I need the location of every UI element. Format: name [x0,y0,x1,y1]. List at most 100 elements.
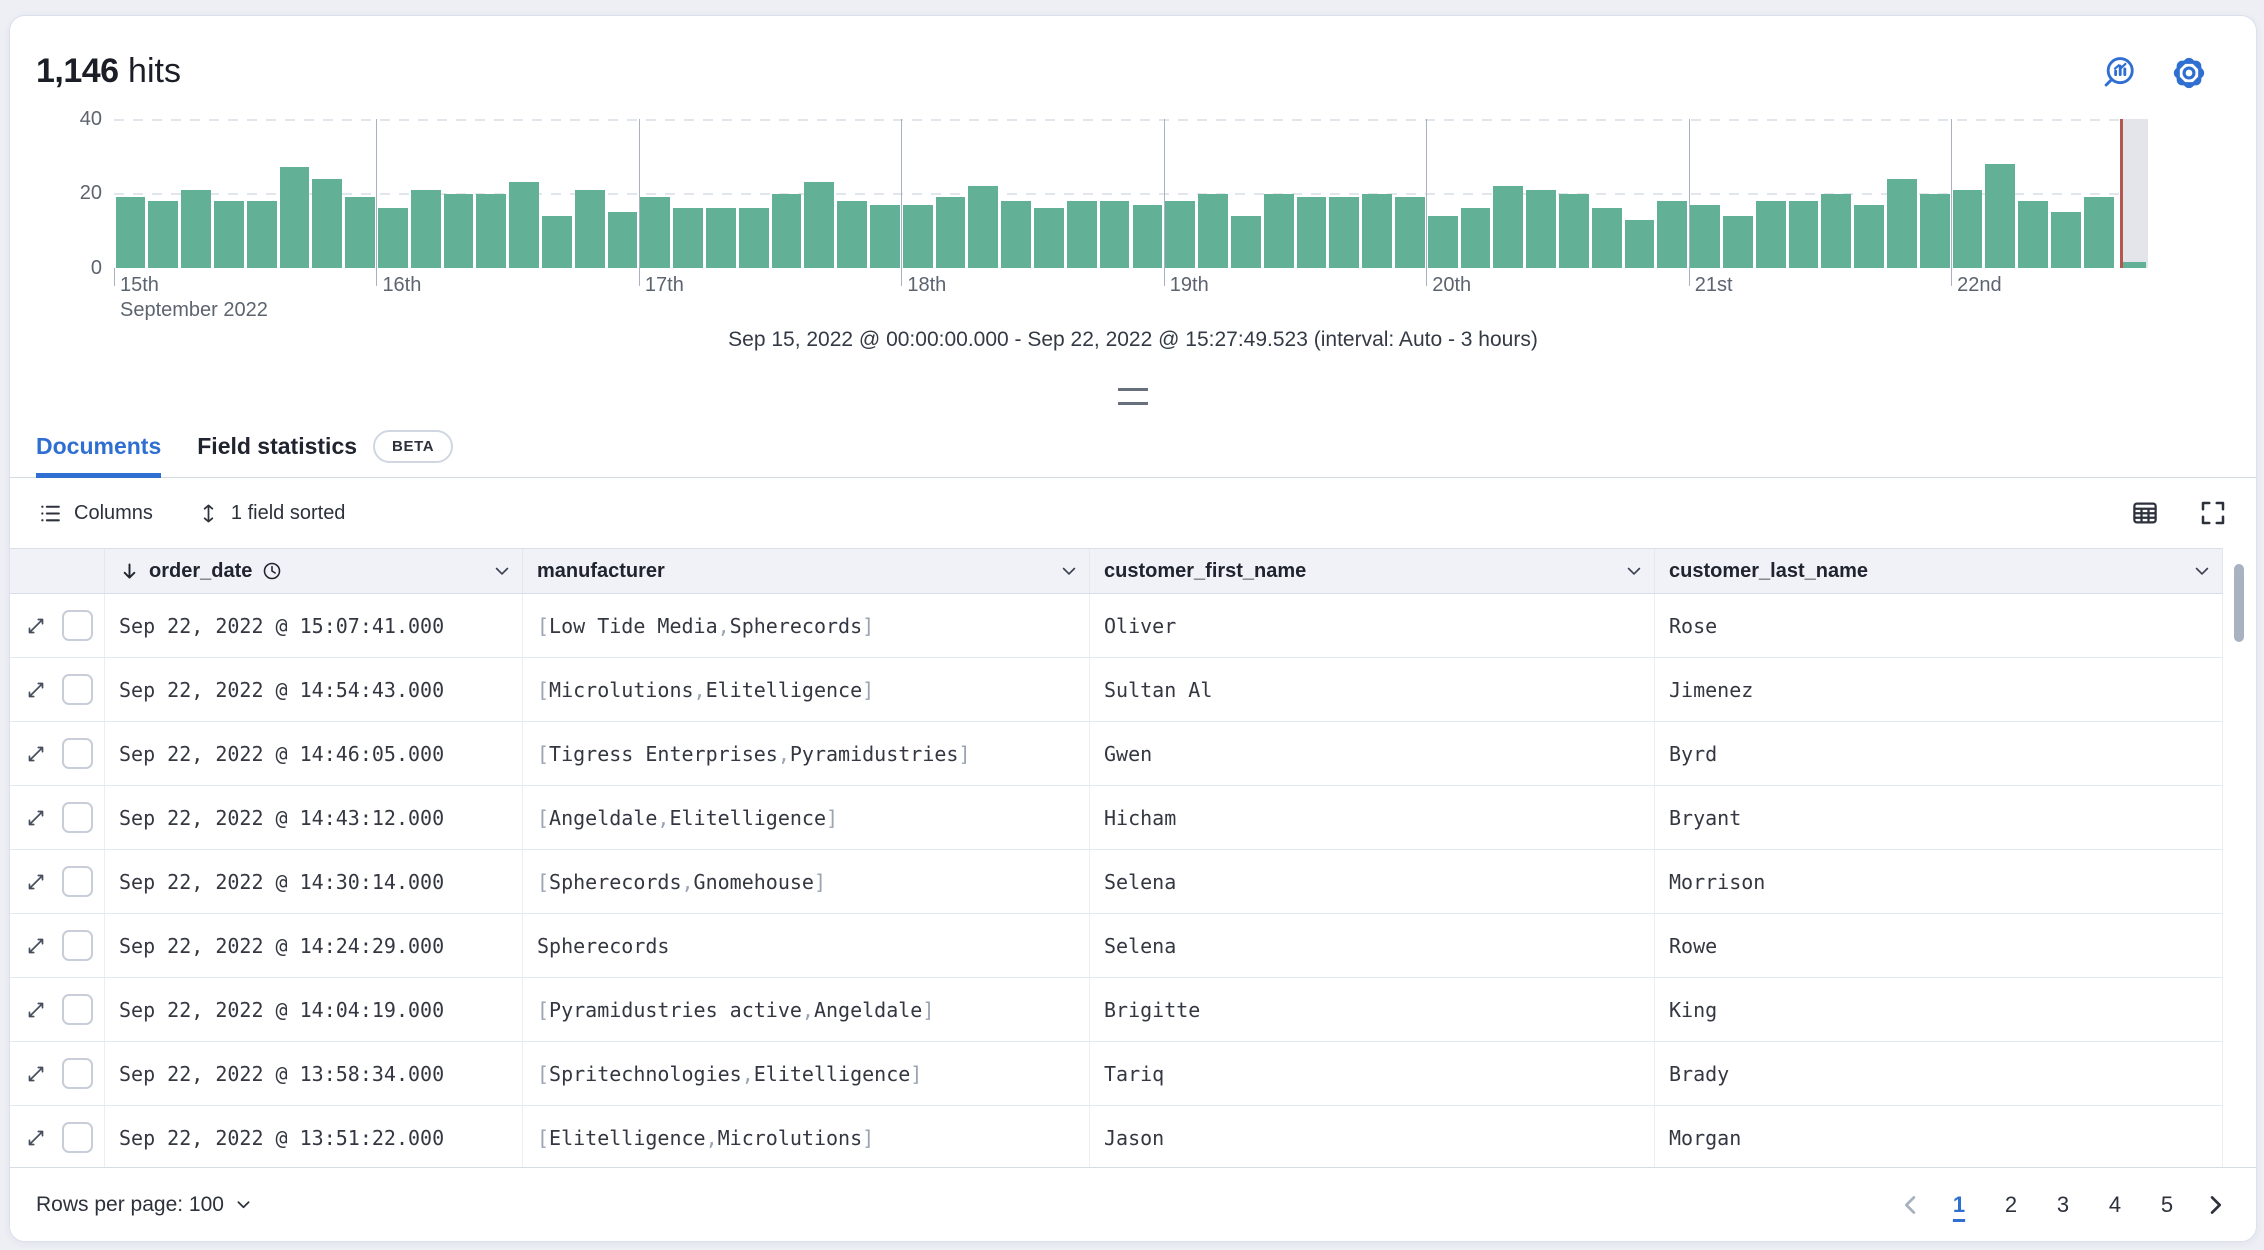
expand-row-icon[interactable] [24,1062,48,1086]
table-row: Sep 22, 2022 @ 14:43:12.000 [Angeldale, … [10,786,2223,850]
x-axis-label: 18th [907,274,947,296]
sort-icon [203,503,214,523]
rows-per-page-button[interactable]: Rows per page: 100 [36,1193,253,1217]
histogram-bar [1788,200,1819,268]
tab-field-statistics[interactable]: Field statistics BETA [197,416,454,477]
fullscreen-icon[interactable] [2198,498,2228,528]
expand-row-icon[interactable] [24,1126,48,1150]
row-checkbox[interactable] [62,674,93,705]
row-checkbox[interactable] [62,930,93,961]
row-control-cell [10,594,105,657]
next-page-icon[interactable] [2200,1190,2230,1220]
page-number-3[interactable]: 3 [2056,1191,2070,1217]
rows-per-page-label: Rows per page: 100 [36,1192,224,1216]
y-tick-label: 0 [90,257,102,279]
table-header-row: order_date manufacturer customer_first_n… [10,548,2223,594]
cell-customer-first-name: Brigitte [1090,978,1655,1041]
row-checkbox[interactable] [62,610,93,641]
expand-row-icon[interactable] [24,806,48,830]
partial-bucket-bar [2123,262,2146,268]
expand-row-icon[interactable] [24,678,48,702]
histogram-bar [870,204,900,268]
incomplete-bucket-band [2123,119,2148,268]
row-control-cell [10,722,105,785]
histogram-bar [2018,200,2049,268]
page-number-2[interactable]: 2 [2004,1191,2018,1217]
cell-order-date: Sep 22, 2022 @ 14:46:05.000 [105,722,523,785]
histogram-bar [2051,212,2081,268]
table-row: Sep 22, 2022 @ 13:51:22.000 [Elitelligen… [10,1106,2223,1167]
column-header-manufacturer[interactable]: manufacturer [523,549,1090,593]
histogram-bar [1657,200,1688,268]
histogram-bar [1001,200,1032,268]
histogram-bar [1952,189,1983,268]
sort-fields-button[interactable]: 1 field sorted [197,502,345,525]
tab-bar: Documents Field statistics BETA [10,416,2256,478]
cell-customer-last-name: Morrison [1655,850,2223,913]
cell-manufacturer: [Angeldale, Elitelligence] [523,786,1090,849]
row-checkbox[interactable] [62,994,93,1025]
cell-order-date: Sep 22, 2022 @ 13:58:34.000 [105,1042,523,1105]
display-options-icon[interactable] [2130,498,2160,528]
column-header-order-date[interactable]: order_date [105,549,523,593]
histogram-bar [345,197,375,268]
row-control-cell [10,1106,105,1167]
table-row: Sep 22, 2022 @ 14:54:43.000 [Microlution… [10,658,2223,722]
table-footer: Rows per page: 100 1 2 3 4 5 [10,1167,2256,1241]
list-icon [41,505,60,521]
row-checkbox[interactable] [62,1122,93,1153]
cell-customer-first-name: Jason [1090,1106,1655,1167]
histogram-bar [1362,193,1392,268]
x-axis-label: 22nd [1957,274,2002,296]
histogram-plot[interactable]: 40 20 0 September 2022 15th 16th 17th 18th 1… [80,108,2148,321]
tab-documents[interactable]: Documents [36,416,162,478]
day-gridline [638,119,640,286]
time-range-caption: Sep 15, 2022 @ 00:00:00.000 - Sep 22, 20… [728,328,1538,351]
expand-row-icon[interactable] [24,614,48,638]
histogram-bar [1198,193,1228,268]
histogram-bar [410,189,441,268]
vertical-scrollbar-thumb[interactable] [2234,564,2244,642]
row-checkbox[interactable] [62,866,93,897]
histogram-bar [181,189,211,268]
row-control-cell [10,1042,105,1105]
chevron-down-icon[interactable] [492,561,512,581]
expand-row-icon[interactable] [24,870,48,894]
inspect-icon[interactable] [2102,54,2140,92]
column-header-customer-last-name[interactable]: customer_last_name [1655,549,2223,593]
histogram-bar [1854,204,1885,268]
cell-customer-last-name: Rose [1655,594,2223,657]
row-checkbox[interactable] [62,1058,93,1089]
chevron-down-icon[interactable] [2192,561,2212,581]
page-number-5[interactable]: 5 [2160,1191,2174,1217]
chevron-down-icon[interactable] [1624,561,1644,581]
x-axis-label: 20th [1432,274,1472,296]
column-header-customer-first-name[interactable]: customer_first_name [1090,549,1655,593]
page-number-1[interactable]: 1 [1952,1191,1966,1217]
current-time-marker [2120,119,2124,268]
gridline-20 [114,193,2148,195]
expand-row-icon[interactable] [24,998,48,1022]
histogram-bar [1887,178,1917,268]
histogram-bar [541,215,572,268]
cell-customer-last-name: Morgan [1655,1106,2223,1167]
cell-customer-last-name: Byrd [1655,722,2223,785]
cell-manufacturer: [Spritechnologies, Elitelligence] [523,1042,1090,1105]
previous-page-icon[interactable] [1896,1190,1926,1220]
row-checkbox[interactable] [62,802,93,833]
cell-manufacturer: [Spherecords, Gnomehouse] [523,850,1090,913]
expand-row-icon[interactable] [24,742,48,766]
histogram-bar [1493,186,1524,268]
cell-order-date: Sep 22, 2022 @ 14:30:14.000 [105,850,523,913]
histogram-bar [574,189,605,268]
chevron-down-icon[interactable] [1059,561,1079,581]
chart-resize-handle[interactable] [1118,388,1148,405]
row-checkbox[interactable] [62,738,93,769]
page-number-4[interactable]: 4 [2108,1191,2122,1217]
columns-button[interactable]: Columns [38,501,153,526]
expand-row-icon[interactable] [24,934,48,958]
histogram-bar [1230,215,1261,268]
x-axis-label: 21st [1694,274,1733,296]
clock-icon [264,562,281,580]
gear-icon[interactable] [2170,54,2208,92]
